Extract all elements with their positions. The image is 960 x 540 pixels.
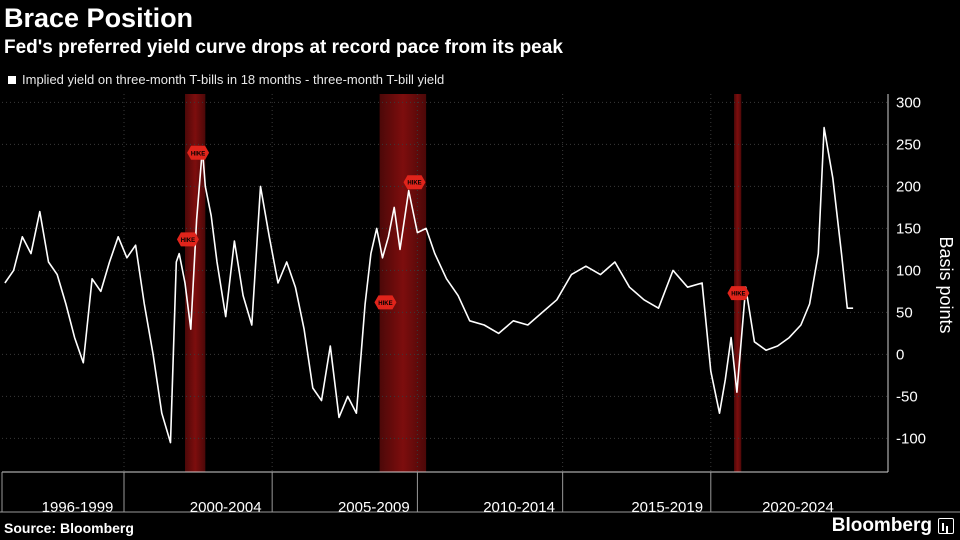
y-tick-label: 250	[896, 136, 921, 153]
legend: Implied yield on three-month T-bills in …	[8, 72, 444, 87]
hike-marker-label: HIKE	[731, 292, 745, 298]
hike-marker	[187, 145, 210, 160]
hike-marker-label: HIKE	[407, 181, 421, 187]
y-tick-label: 200	[896, 178, 921, 195]
y-axis-title: Basis points	[936, 236, 956, 333]
source-note: Source: Bloomberg	[4, 520, 134, 536]
x-tick-label: 2000-2004	[190, 499, 262, 516]
y-tick-label: 50	[896, 304, 913, 321]
y-tick-label: -50	[896, 388, 918, 405]
recession-band	[379, 94, 427, 472]
x-tick-label: 2010-2014	[483, 499, 555, 516]
hike-marker-label: HIKE	[181, 238, 195, 244]
legend-swatch	[8, 75, 16, 84]
chart-icon	[938, 518, 954, 534]
series-line	[4, 126, 854, 444]
y-tick-label: 0	[896, 346, 904, 363]
hike-marker	[374, 295, 397, 310]
x-tick-label: 2015-2019	[631, 499, 703, 516]
y-tick-label: 100	[896, 262, 921, 279]
chart-title: Brace Position	[4, 3, 194, 33]
y-tick-label: -100	[896, 430, 926, 447]
x-tick-label: 2005-2009	[338, 499, 410, 516]
hike-marker	[176, 232, 199, 247]
recession-band	[734, 94, 742, 472]
chart-subtitle: Fed's preferred yield curve drops at rec…	[4, 37, 563, 58]
hike-marker-label: HIKE	[378, 301, 392, 307]
y-tick-label: 300	[896, 94, 921, 111]
brand-name: Bloomberg	[831, 515, 932, 536]
legend-label: Implied yield on three-month T-bills in …	[22, 72, 445, 87]
y-tick-label: 150	[896, 220, 921, 237]
hike-marker	[403, 175, 426, 190]
x-tick-label: 2020-2024	[762, 499, 834, 516]
hike-marker	[727, 286, 750, 301]
recession-band	[185, 94, 206, 472]
x-tick-label: 1996-1999	[42, 499, 114, 516]
brand-logo: Bloomberg	[832, 515, 954, 537]
hike-marker-label: HIKE	[191, 151, 205, 157]
